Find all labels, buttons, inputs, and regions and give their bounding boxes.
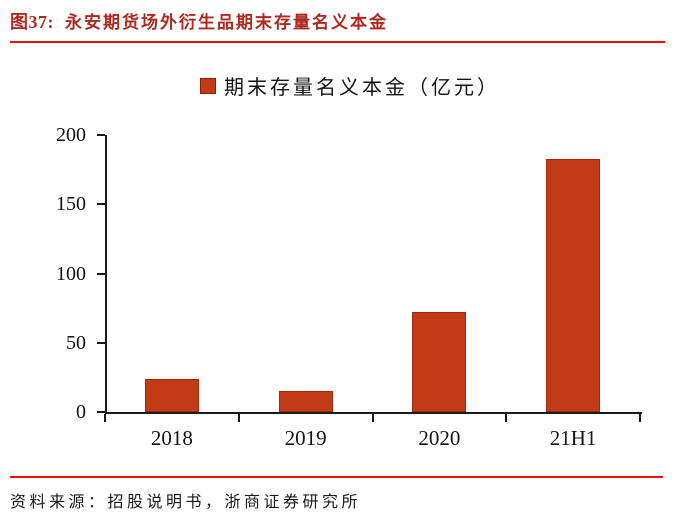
y-axis-label: 200 (56, 124, 86, 146)
y-axis-tick (97, 272, 105, 275)
title-underline (10, 41, 665, 43)
y-axis-tick (97, 203, 105, 206)
y-axis-label: 50 (66, 331, 86, 354)
x-axis-tick (237, 414, 240, 422)
bar-21H1 (546, 159, 601, 412)
figure-header: 图37: 永安期货场外衍生品期末存量名义本金 (10, 8, 388, 34)
x-axis-label-2020: 2020 (418, 426, 461, 450)
y-axis-tick (97, 341, 105, 344)
y-axis-label: 150 (56, 193, 86, 216)
chart-legend: 期末存量名义本金（亿元） (0, 71, 700, 100)
bar-chart: 0 50 100 150 200 2018 2019 2020 21H1 (56, 124, 642, 450)
x-axis-label-2019: 2019 (284, 426, 327, 450)
bar-2019 (278, 391, 333, 412)
legend-swatch-icon (200, 77, 216, 94)
x-axis-label-21H1: 21H1 (549, 426, 597, 450)
figure-number-label: 图37: (10, 12, 54, 32)
x-axis-tick (104, 414, 106, 422)
bar-2018 (144, 378, 199, 412)
y-axis-label: 100 (56, 262, 86, 285)
x-axis-tick (371, 414, 374, 422)
bar-2020 (412, 311, 467, 412)
plot-area (105, 135, 642, 414)
footer-divider (10, 476, 663, 478)
y-axis-tick (97, 134, 105, 136)
x-axis-tick (505, 414, 508, 422)
y-axis-tick (97, 411, 105, 413)
x-axis-label-2018: 2018 (150, 426, 193, 450)
source-note: 资料来源：招股说明书，浙商证券研究所 (10, 494, 362, 511)
legend-label: 期末存量名义本金（亿元） (224, 77, 500, 99)
x-axis-tick (639, 414, 641, 422)
figure-title: 永安期货场外衍生品期末存量名义本金 (65, 13, 388, 32)
y-axis-label: 0 (76, 401, 86, 423)
